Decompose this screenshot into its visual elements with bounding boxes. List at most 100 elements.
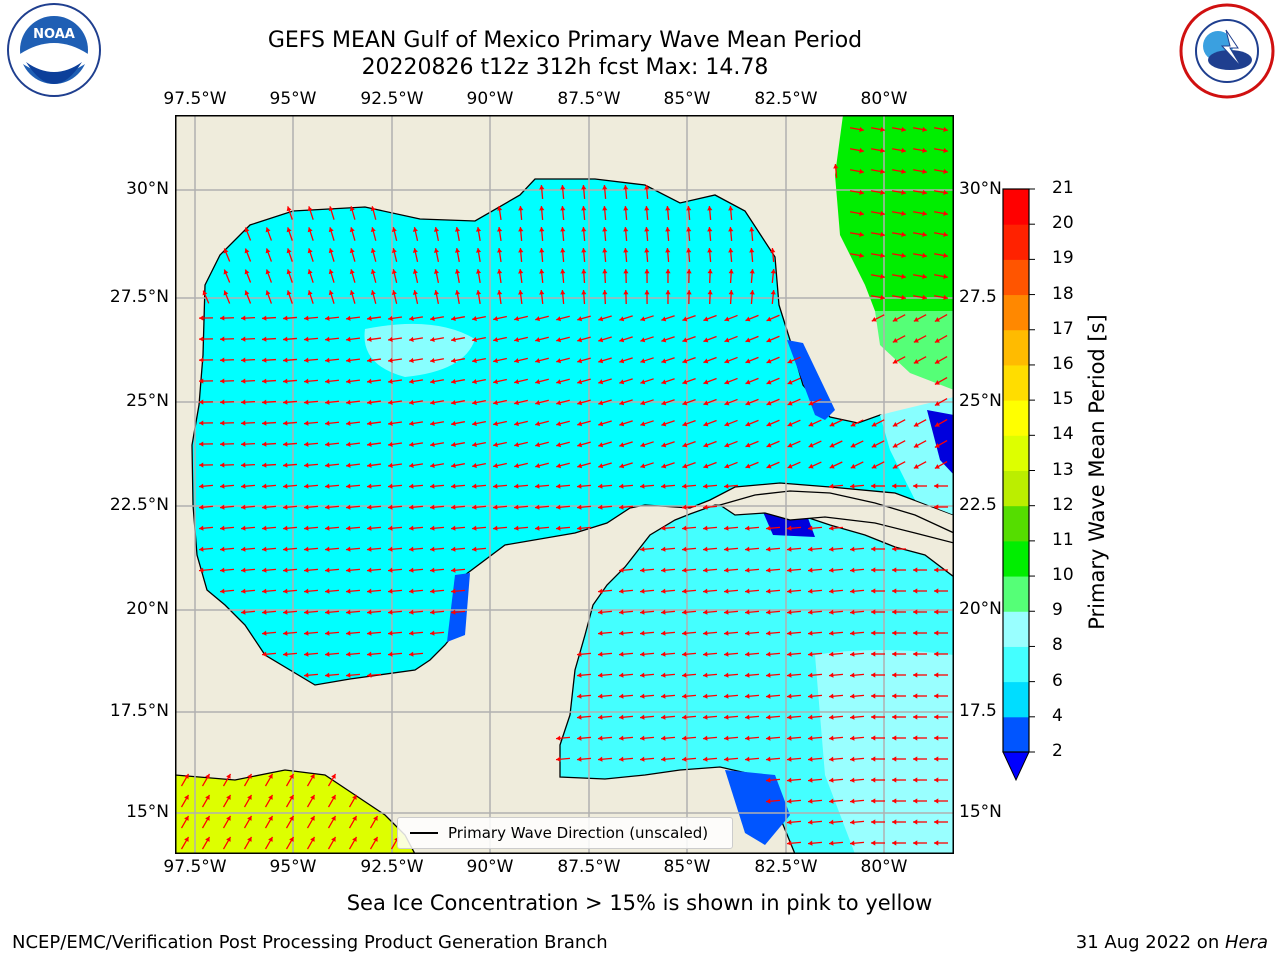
wave-arrow xyxy=(765,756,781,762)
wave-arrow xyxy=(892,672,906,678)
sea-ice-caption: Sea Ice Concentration > 15% is shown in … xyxy=(346,891,933,915)
wave-arrow xyxy=(223,290,231,304)
wave-arrow xyxy=(387,567,403,573)
wave-arrow xyxy=(702,651,718,657)
footer-date: 31 Aug 2022 on Hera xyxy=(1076,932,1268,953)
wave-arrow xyxy=(576,651,592,657)
wave-arrow xyxy=(244,248,252,262)
wave-arrow xyxy=(660,735,676,741)
wave-arrow xyxy=(765,735,781,741)
wave-arrow xyxy=(787,356,801,364)
wave-arrow xyxy=(497,289,503,305)
wave-arrow xyxy=(681,693,697,699)
wave-arrow xyxy=(934,567,948,573)
wave-arrow xyxy=(618,588,634,594)
wave-arrow xyxy=(597,735,613,741)
wave-arrow xyxy=(644,247,650,263)
wave-arrow xyxy=(913,672,927,678)
wave-arrow xyxy=(723,546,739,552)
wave-arrow xyxy=(640,462,654,469)
lon-tick-bottom: 90°W xyxy=(466,857,514,877)
wave-arrow xyxy=(576,735,592,741)
wave-arrow xyxy=(535,357,549,364)
wave-arrow xyxy=(261,399,277,405)
wave-arrow xyxy=(660,630,676,636)
wave-arrow xyxy=(786,567,802,573)
wave-arrow xyxy=(472,336,486,343)
wave-arrow xyxy=(724,419,738,427)
wave-arrow xyxy=(871,588,885,594)
wave-arrow xyxy=(870,189,886,196)
wave-arrow xyxy=(934,651,948,657)
wave-arrow xyxy=(264,815,274,829)
colorbar-segment xyxy=(1003,259,1029,296)
wave-arrow xyxy=(681,546,697,552)
footer-date-text: 31 Aug 2022 on xyxy=(1075,932,1225,953)
wave-arrow xyxy=(702,546,718,552)
wave-arrow xyxy=(286,290,293,304)
wave-arrow xyxy=(913,735,927,741)
wave-arrow xyxy=(602,268,608,284)
wave-arrow xyxy=(933,273,949,280)
lat-tick-left: 22.5°N xyxy=(109,495,169,515)
wave-arrow xyxy=(429,462,445,469)
wave-arrow xyxy=(244,227,252,241)
wave-arrow xyxy=(391,269,398,283)
wave-arrow xyxy=(849,798,865,804)
wave-arrow xyxy=(180,773,190,787)
lon-tick-bottom: 85°W xyxy=(663,857,711,877)
wave-arrow xyxy=(492,483,508,489)
wave-arrow xyxy=(786,777,802,783)
wave-arrow xyxy=(327,836,337,850)
lat-tick-left: 20°N xyxy=(126,599,169,619)
wave-arrow xyxy=(539,247,545,263)
wave-arrow xyxy=(514,315,528,322)
wave-arrow xyxy=(660,525,676,531)
wave-arrow xyxy=(366,441,382,447)
wave-arrow xyxy=(934,714,948,720)
wave-arrow xyxy=(366,630,382,636)
wave-arrow xyxy=(261,420,277,426)
wave-arrow xyxy=(240,588,256,594)
wave-arrow xyxy=(303,399,319,405)
wave-arrow xyxy=(912,252,928,259)
wave-arrow xyxy=(366,525,382,531)
wave-arrow xyxy=(850,461,864,469)
wave-arrow xyxy=(744,651,760,657)
wave-arrow xyxy=(471,525,487,531)
wave-arrow xyxy=(556,420,570,427)
wave-arrow xyxy=(303,483,319,489)
pacific-yellow xyxy=(175,769,416,854)
wave-arrow xyxy=(429,630,445,636)
wave-arrow xyxy=(619,462,633,469)
wave-arrow xyxy=(828,672,844,678)
wave-arrow xyxy=(640,378,654,385)
wave-arrow xyxy=(303,504,319,510)
wave-arrow xyxy=(744,525,760,531)
wave-arrow xyxy=(829,419,843,427)
wave-arrow xyxy=(598,336,612,343)
lon-tick-bottom: 80°W xyxy=(860,857,908,877)
wave-arrow xyxy=(198,504,214,510)
wave-arrow xyxy=(577,462,591,469)
wave-arrow xyxy=(366,504,382,510)
wave-arrow xyxy=(724,461,738,469)
lon-tick-top: 97.5°W xyxy=(163,89,227,109)
wave-arrow xyxy=(534,525,550,531)
wave-arrow xyxy=(387,504,403,510)
wave-arrow xyxy=(497,247,503,263)
wave-arrow xyxy=(849,693,865,699)
wave-arrow xyxy=(429,336,445,343)
wave-arrow xyxy=(660,651,676,657)
wave-arrow xyxy=(744,630,760,636)
wave-arrow xyxy=(640,336,654,343)
wave-arrow xyxy=(581,205,587,221)
lon-tick-bottom: 87.5°W xyxy=(557,857,621,877)
wave-arrow xyxy=(786,840,802,846)
wave-arrow xyxy=(892,735,906,741)
wave-arrow xyxy=(786,735,802,741)
wave-arrow xyxy=(828,630,844,636)
wave-arrow xyxy=(222,794,232,808)
wave-arrow xyxy=(702,714,718,720)
wave-arrow xyxy=(261,609,277,615)
